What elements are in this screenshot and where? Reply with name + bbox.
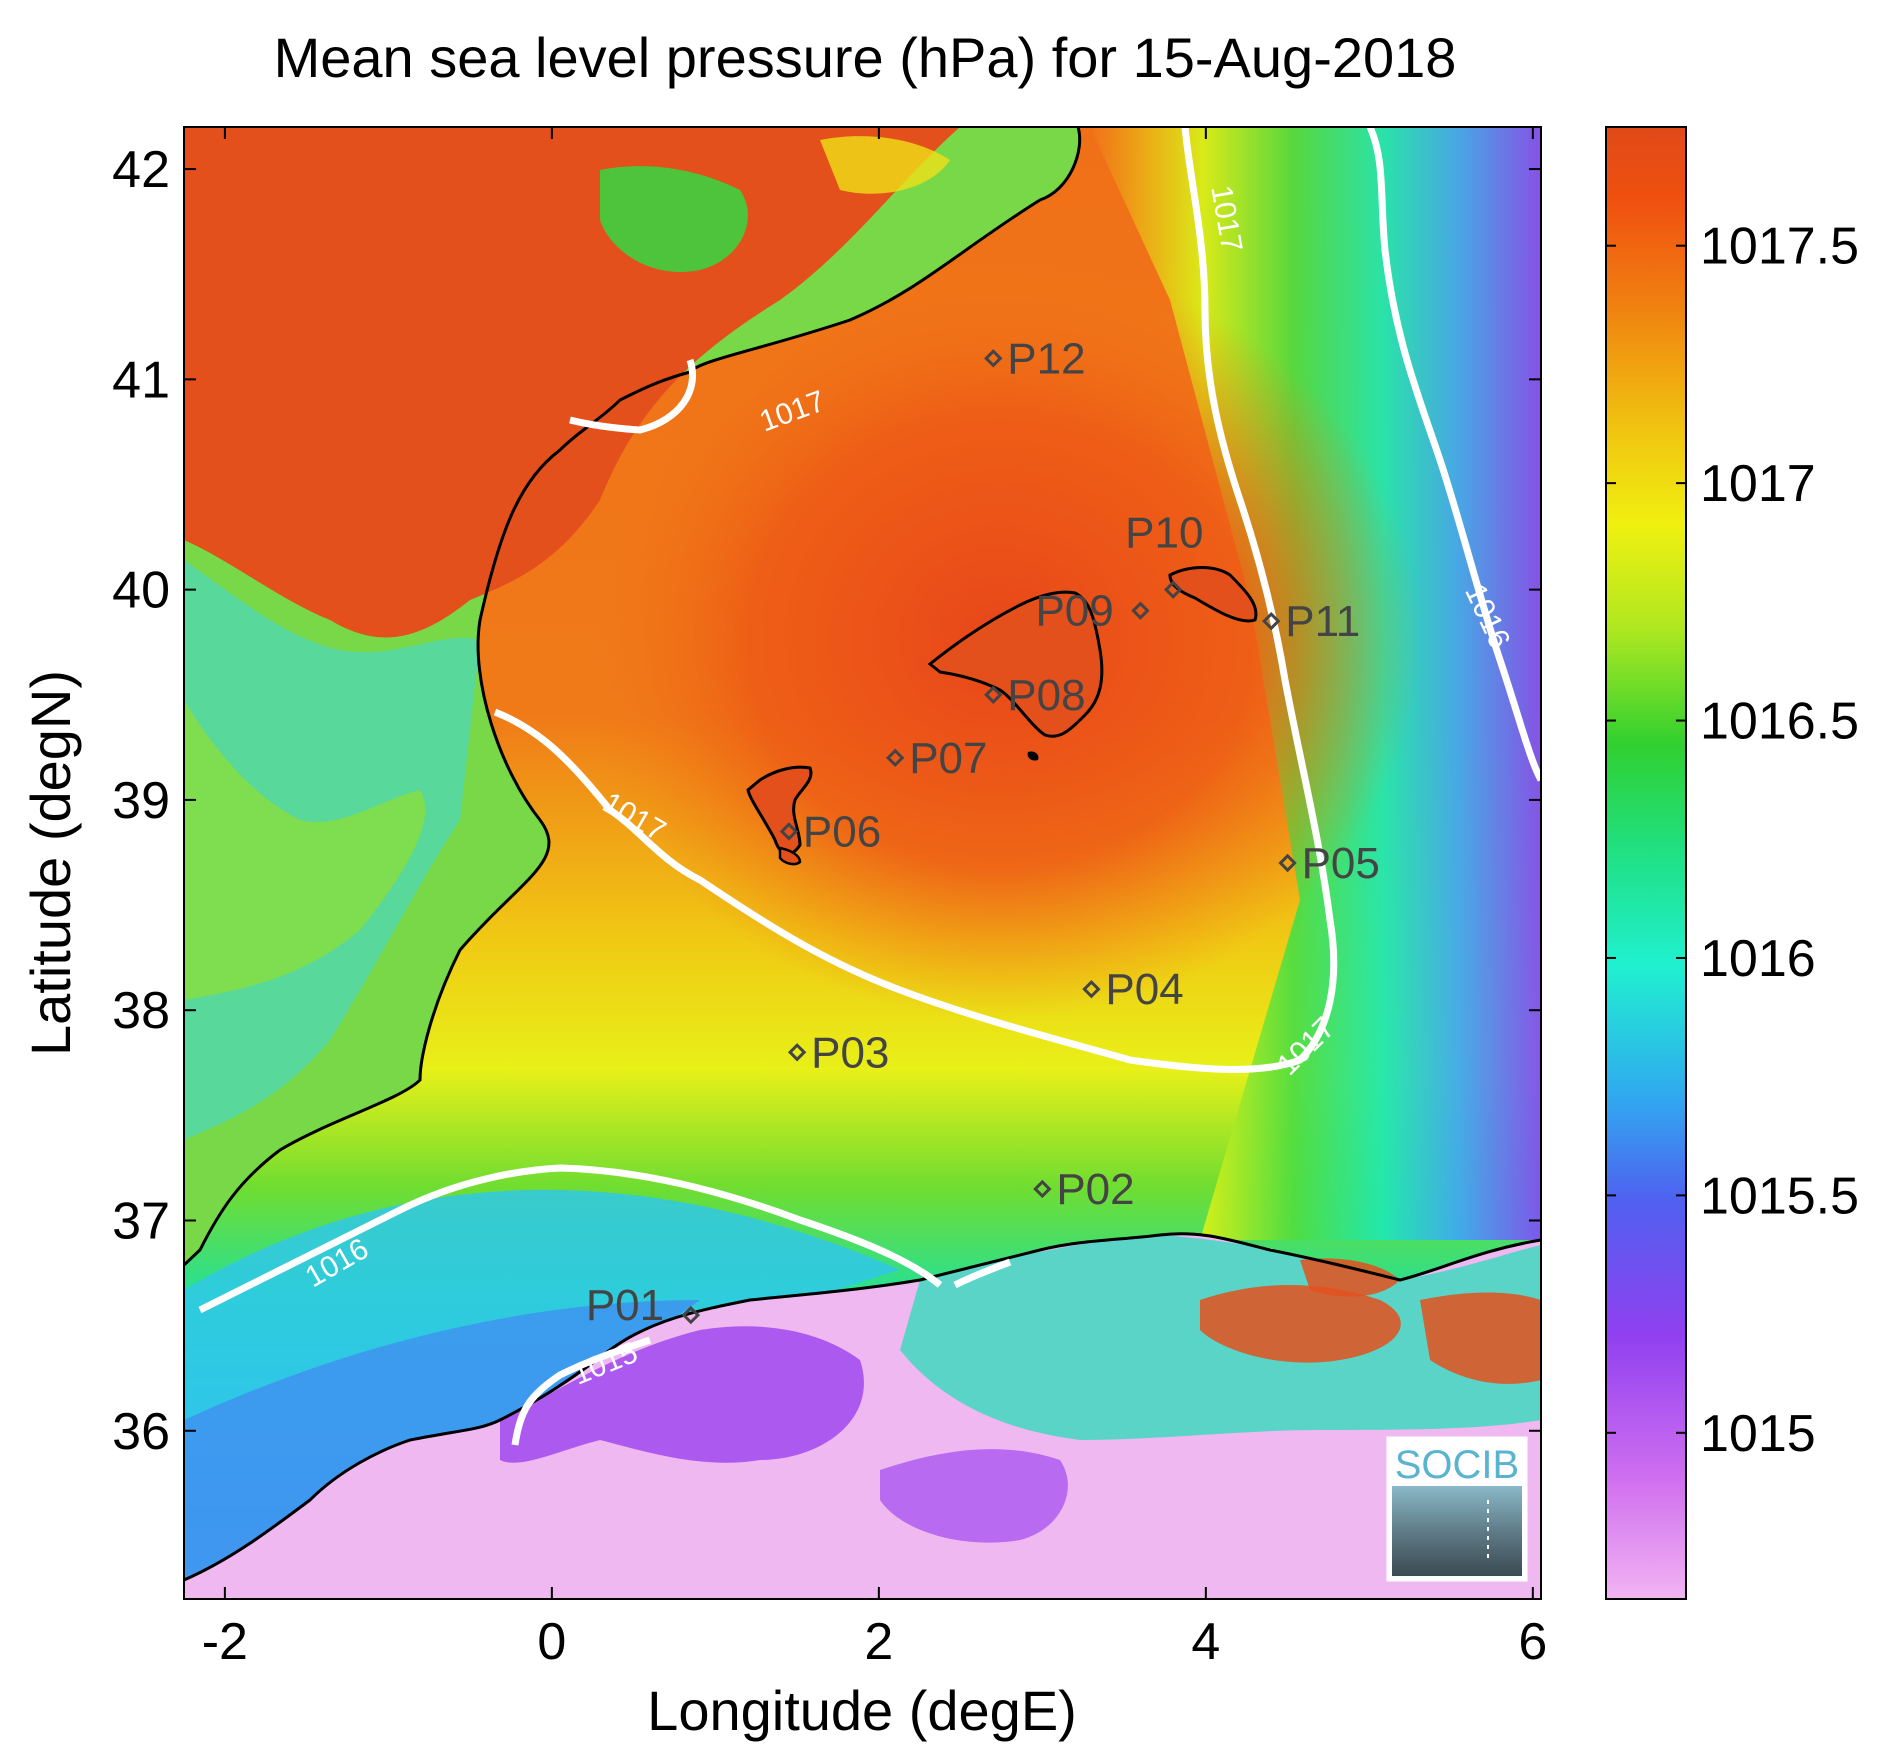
map-plot-area — [184, 127, 1541, 1599]
station-label: P09 — [1035, 587, 1113, 636]
x-axis-label: Longitude (degE) — [647, 1679, 1077, 1742]
y-axis-ticks: 36 37 38 39 40 41 42 — [112, 141, 1541, 1461]
colorbar-tick-label: 1015.5 — [1700, 1167, 1859, 1225]
cabrera-island — [1027, 751, 1039, 761]
station-marker — [1033, 1179, 1052, 1199]
y-axis-label: Latitude (degN) — [19, 670, 82, 1056]
africa-low-region — [500, 1326, 864, 1463]
iberia-valley-land — [184, 700, 426, 1000]
x-axis-ticks: -2 0 2 4 6 — [202, 127, 1547, 1671]
colorbar-tick-label: 1015 — [1700, 1405, 1816, 1463]
station-marker — [1278, 853, 1297, 873]
iberia-coastline — [184, 127, 1082, 1267]
menorca-island — [1168, 566, 1258, 623]
station-marker — [984, 349, 1003, 368]
formentera-island — [778, 846, 802, 866]
station-marker — [1262, 611, 1281, 631]
station-marker — [779, 822, 799, 841]
socib-logo-image — [1392, 1486, 1522, 1576]
isobar-1016-south — [198, 1164, 943, 1314]
station-label: P10 — [1125, 509, 1203, 558]
station-marker — [1163, 580, 1183, 599]
station-marker — [886, 748, 905, 768]
mallorca-island — [927, 590, 1104, 738]
ebro-valley — [600, 166, 748, 272]
station-marker — [984, 685, 1003, 704]
station-p07: P07 — [886, 734, 987, 783]
station-label: P05 — [1302, 839, 1380, 888]
colorbar-ticks: 1015 1015.5 1016 1016.5 1017 1017.5 — [1606, 218, 1859, 1463]
socib-logo: SOCIB — [1386, 1436, 1528, 1582]
pyrenees-foothill — [820, 136, 950, 194]
y-tick-label: 40 — [112, 562, 170, 620]
station-label: P03 — [811, 1028, 889, 1077]
isobar-1016-fragment — [953, 1258, 1012, 1289]
chart-title: Mean sea level pressure (hPa) for 15-Aug… — [274, 26, 1457, 89]
isobar-1017-north — [569, 358, 697, 434]
africa-coastline — [184, 1232, 1541, 1582]
station-p02: P02 — [1033, 1165, 1135, 1214]
colorbar-ramp — [1605, 126, 1687, 1600]
y-tick-label: 39 — [112, 772, 170, 830]
x-tick-label: 6 — [1518, 1613, 1547, 1671]
station-label: P08 — [1007, 671, 1085, 720]
station-p04: P04 — [1082, 965, 1184, 1014]
station-label: P11 — [1285, 597, 1360, 646]
x-tick-label: -2 — [202, 1613, 248, 1671]
station-label: P02 — [1056, 1165, 1134, 1214]
station-p10: P10 — [1125, 509, 1203, 599]
station-label: P04 — [1105, 965, 1183, 1014]
plot-frame — [183, 126, 1542, 1600]
station-p01: P01 — [586, 1281, 701, 1330]
y-tick-label: 37 — [112, 1192, 170, 1250]
station-label: P01 — [586, 1281, 664, 1330]
station-marker — [1131, 601, 1150, 620]
colorbar-tick-label: 1017.5 — [1700, 218, 1859, 276]
africa-low-region-2 — [880, 1449, 1068, 1543]
y-tick-label: 41 — [112, 351, 170, 409]
y-tick-label: 36 — [112, 1403, 170, 1461]
atlas-high-1 — [1200, 1285, 1401, 1363]
station-p08: P08 — [984, 671, 1086, 720]
station-p06: P06 — [779, 807, 881, 856]
station-label: P06 — [803, 807, 881, 856]
station-p11: P11 — [1262, 597, 1360, 646]
station-p03: P03 — [787, 1028, 889, 1077]
x-tick-label: 0 — [537, 1613, 566, 1671]
x-tick-label: 2 — [864, 1613, 893, 1671]
station-label: P12 — [1007, 334, 1085, 383]
station-p12: P12 — [984, 334, 1086, 383]
station-marker — [787, 1043, 807, 1062]
isobar-1016-east — [1366, 127, 1541, 782]
socib-logo-text: SOCIB — [1395, 1443, 1519, 1487]
y-tick-label: 42 — [112, 141, 170, 199]
atlas-high-3 — [1300, 1258, 1400, 1297]
station-marker — [1082, 979, 1101, 999]
colorbar-tick-label: 1016.5 — [1700, 693, 1859, 751]
isobar-1017-main — [493, 127, 1338, 1073]
station-p09: P09 — [1035, 587, 1150, 636]
station-label: P07 — [909, 734, 987, 783]
iberia-highland — [184, 127, 960, 638]
colorbar-tick-label: 1017 — [1700, 455, 1816, 513]
y-tick-label: 38 — [112, 982, 170, 1040]
station-marker — [681, 1305, 701, 1325]
atlas-high-2 — [1420, 1292, 1541, 1384]
colorbar: 1015 1015.5 1016 1016.5 1017 1017.5 — [1605, 126, 1859, 1600]
station-p05: P05 — [1278, 839, 1380, 888]
x-tick-label: 4 — [1191, 1613, 1220, 1671]
isobar-1015 — [511, 1336, 652, 1446]
colorbar-tick-label: 1016 — [1700, 930, 1816, 988]
